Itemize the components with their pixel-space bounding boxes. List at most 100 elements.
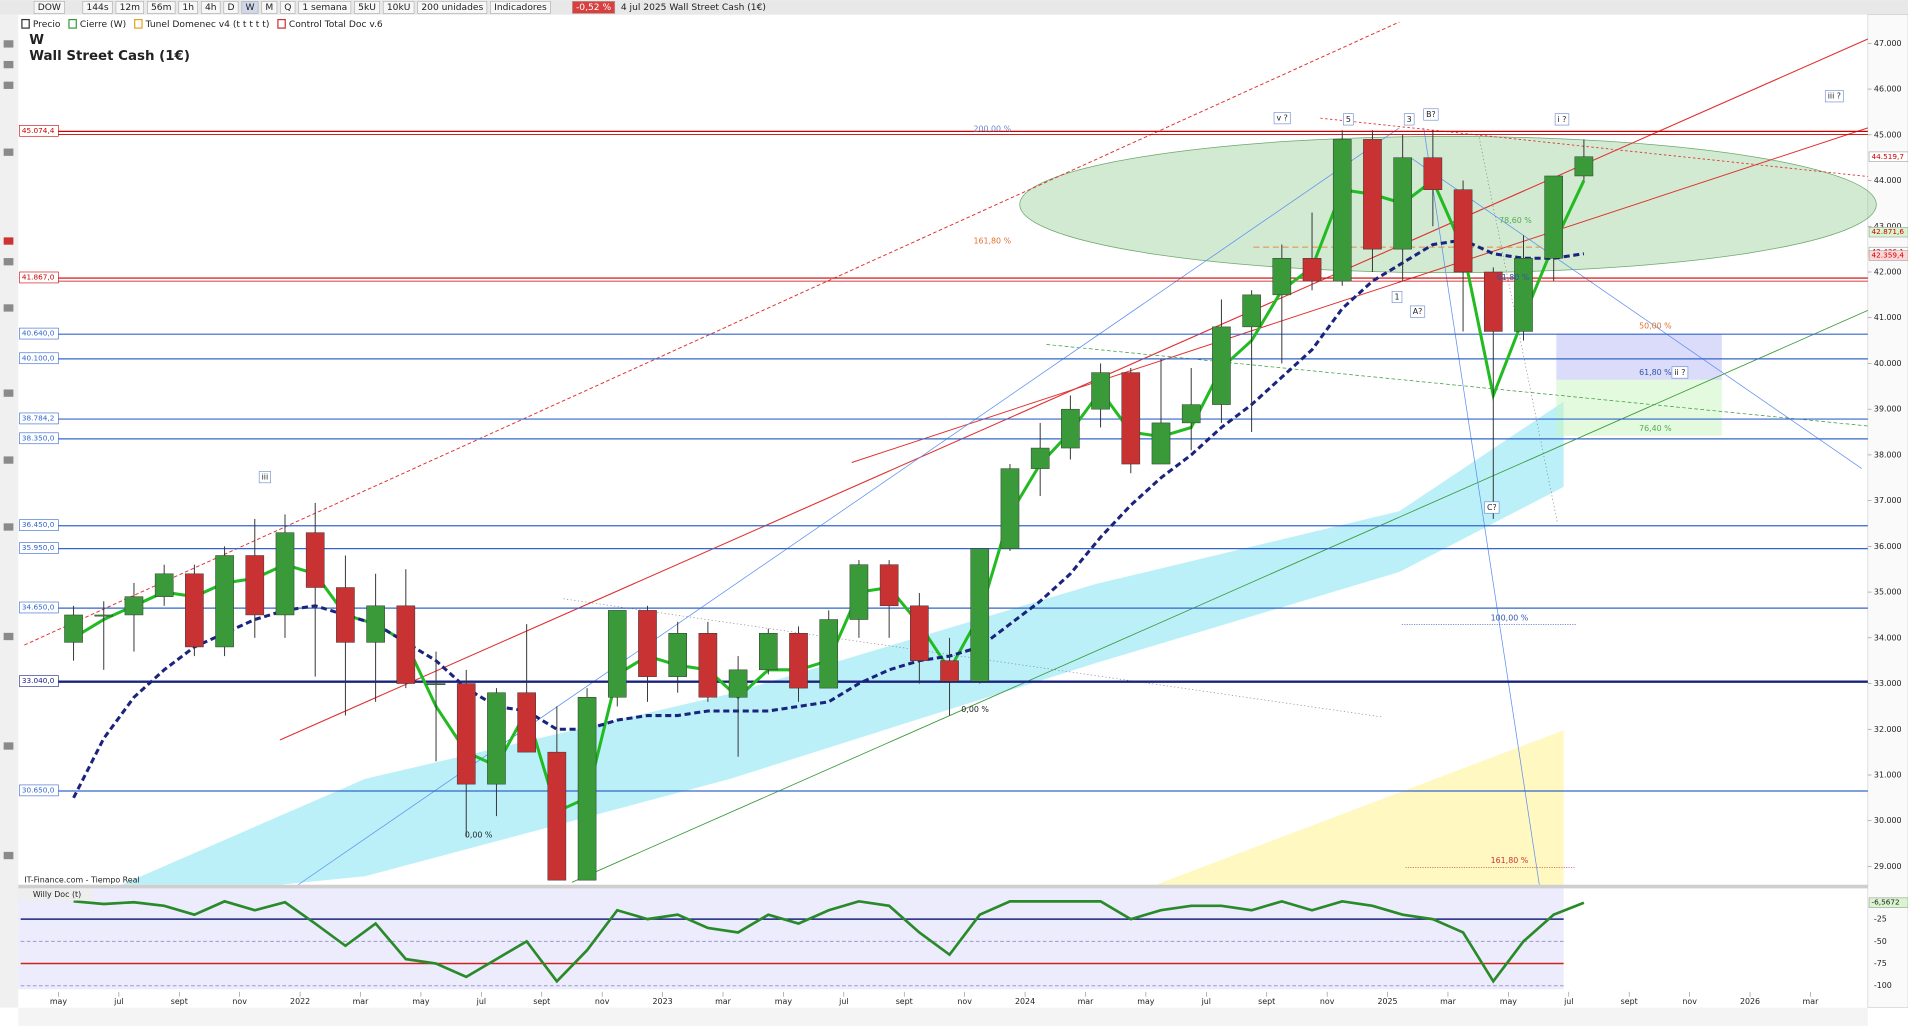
fib-label: 76,40 %: [1639, 424, 1672, 433]
toolbar-button[interactable]: [298, 1, 352, 14]
level-label: 41.867,0: [22, 272, 55, 281]
x-tick-label: sept: [1621, 997, 1638, 1006]
toolbar-button[interactable]: [82, 1, 113, 14]
price-tag-label: 42.871,6: [1871, 227, 1904, 236]
toolbar-button[interactable]: [382, 1, 415, 14]
tool-icon[interactable]: [3, 237, 14, 245]
price-tag: [1868, 151, 1908, 162]
tool-icon[interactable]: [3, 258, 14, 266]
toolbar-button-label: 4h: [205, 3, 217, 13]
toolbar-button[interactable]: [417, 1, 488, 14]
tool-icon[interactable]: [3, 60, 14, 69]
toolbar-button[interactable]: [261, 1, 278, 14]
tool-icon[interactable]: [3, 81, 14, 89]
wave-box: [1343, 113, 1354, 126]
channel-band: [121, 401, 1564, 885]
wave-label: 1: [1394, 293, 1399, 302]
x-tick-label: sept: [171, 997, 188, 1006]
toolbar-button-label: 5kU: [358, 3, 376, 13]
toolbar-button[interactable]: [147, 1, 176, 14]
toolbar-button-label: D: [227, 3, 234, 13]
candle-body: [1030, 447, 1050, 469]
tool-icon[interactable]: [3, 304, 14, 312]
wave-box: [1391, 290, 1403, 304]
indicator-tag: [18, 888, 94, 901]
x-tick-label: may: [775, 997, 793, 1006]
toolbar-button[interactable]: [354, 1, 380, 14]
toolbar-button-label: 144s: [86, 3, 108, 13]
oscillator-line: [73, 899, 1585, 984]
level-label: 36.450,0: [22, 520, 55, 529]
y-tick-label: 47.000: [1874, 39, 1902, 48]
wave-label: C?: [1487, 503, 1497, 512]
level-tag: [19, 542, 59, 554]
candle-body: [910, 605, 929, 661]
tool-icon[interactable]: [3, 389, 14, 397]
toolbar-button[interactable]: [280, 1, 296, 14]
y-tick-label: 41.000: [1874, 313, 1902, 322]
tool-icon[interactable]: [3, 742, 14, 750]
x-tick-label: nov: [1682, 997, 1697, 1006]
toolbar-button[interactable]: [200, 1, 221, 14]
x-tick-label: nov: [595, 997, 610, 1006]
toolbar-button-label: 56m: [151, 3, 172, 13]
level-label: 38.784,2: [22, 413, 55, 422]
legend-item: Control Total Doc v.6: [289, 20, 383, 30]
y-tick-label: 34.000: [1874, 633, 1902, 642]
candle-body: [366, 605, 385, 643]
candle-body: [1121, 372, 1141, 465]
toolbar-button[interactable]: [115, 1, 144, 14]
toolbar-button[interactable]: [572, 1, 616, 14]
tool-icon[interactable]: [3, 40, 14, 48]
tool-icon[interactable]: [3, 851, 14, 860]
tool-icon[interactable]: [3, 148, 14, 156]
legend-swatch[interactable]: [134, 18, 143, 29]
level-tag: [19, 519, 59, 531]
tool-icon[interactable]: [3, 632, 14, 641]
candle-body: [1332, 139, 1352, 282]
moving-average: [72, 238, 1585, 799]
legend-swatch[interactable]: [21, 18, 30, 29]
candle-body: [940, 660, 959, 682]
candle-body: [64, 614, 83, 643]
legend: Precio Cierre (W) Tunel Domenec v4 (t t t …: [21, 18, 383, 30]
x-tick-label: nov: [232, 997, 247, 1006]
toolbar-button-label: 1 semana: [302, 3, 347, 13]
wave-box: [1484, 501, 1500, 514]
y-tick-label: 43.000: [1874, 222, 1902, 231]
level-label: 30.650,0: [22, 785, 55, 794]
y-tick-label: 35.000: [1874, 588, 1902, 597]
candle-body: [1423, 157, 1443, 190]
toolbar-button-label: W: [245, 3, 254, 13]
toolbar-button-label: Q: [284, 3, 291, 13]
wave-label: 3: [1407, 115, 1412, 124]
candle-body: [154, 573, 174, 597]
legend-swatch[interactable]: [68, 18, 77, 29]
indicator-title: Willy Doc (t): [33, 890, 81, 899]
candle-body: [1363, 139, 1382, 250]
osc-value-label: -6,5672: [1871, 898, 1899, 907]
x-tick-label: sept: [896, 997, 913, 1006]
level-label: 45.074,4: [22, 126, 55, 135]
level-tag: [19, 125, 59, 137]
candle-body: [1000, 468, 1020, 549]
toolbar-button[interactable]: [178, 1, 198, 14]
candle-body: [728, 669, 748, 698]
tool-icon[interactable]: [3, 523, 14, 531]
level-tag: [19, 432, 59, 445]
trend-line: [1320, 117, 1868, 177]
level-label: 38.350,0: [22, 433, 55, 442]
x-tick-label: 2026: [1740, 997, 1760, 1006]
tool-icon[interactable]: [3, 456, 14, 464]
toolbar-button-label: M: [265, 3, 273, 13]
toolbar-button[interactable]: [241, 1, 259, 14]
toolbar-button[interactable]: [223, 1, 239, 14]
source-label: IT-Finance.com - Tiempo Real: [24, 875, 139, 884]
level-label: 34.650,0: [22, 602, 55, 611]
wave-box: [1403, 113, 1415, 126]
x-tick-label: 2022: [290, 997, 310, 1006]
fib-label: 161,80 %: [973, 237, 1011, 246]
toolbar-button[interactable]: [490, 1, 551, 14]
toolbar-button[interactable]: [33, 1, 65, 14]
legend-swatch[interactable]: [277, 18, 286, 29]
